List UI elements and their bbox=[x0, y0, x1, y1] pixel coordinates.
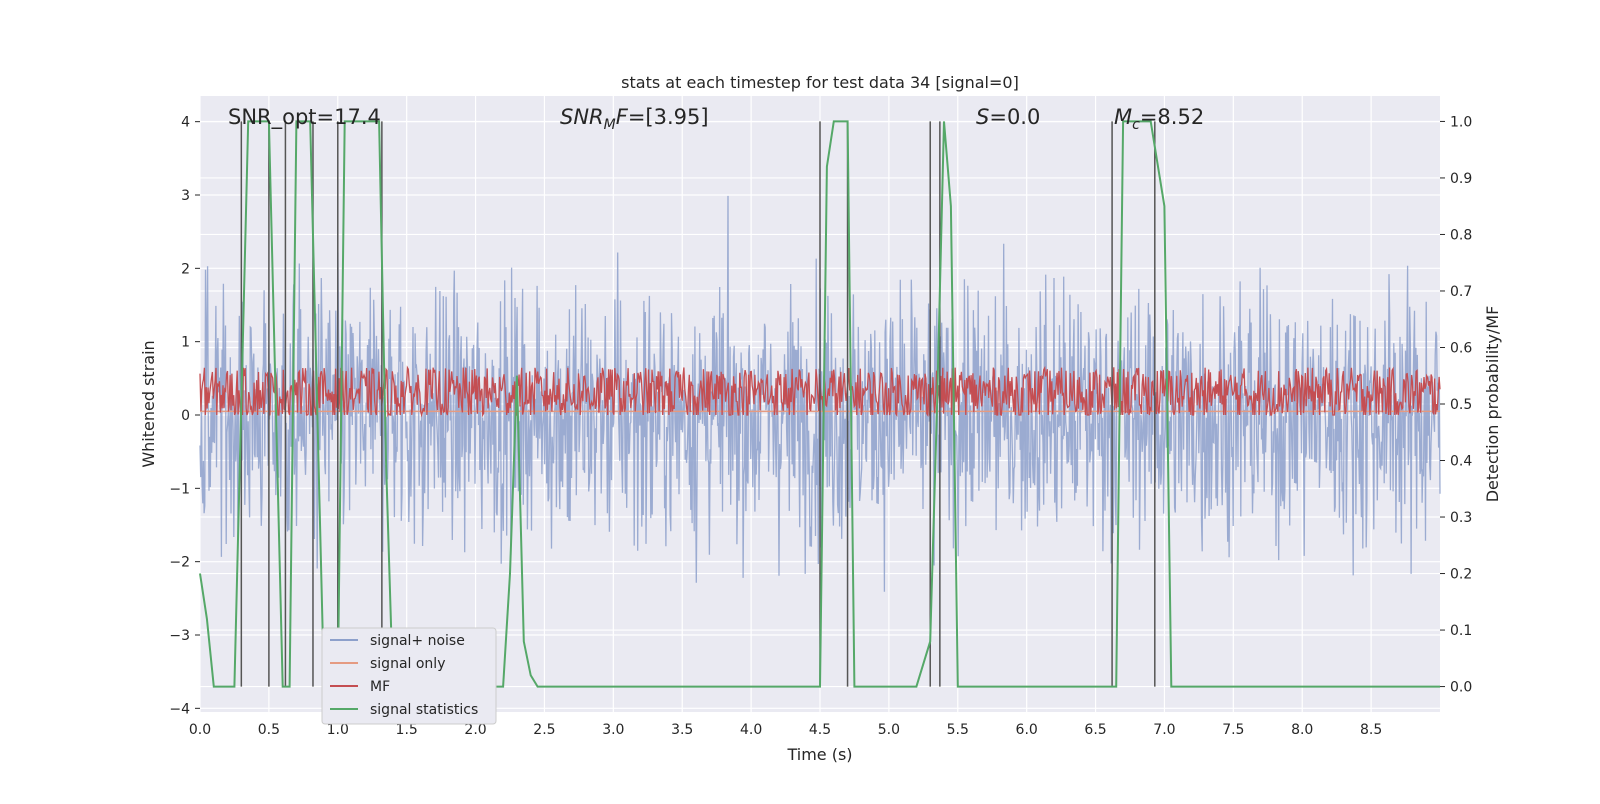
x-tick-label: 7.5 bbox=[1222, 722, 1244, 738]
legend-label-signal-only: signal only bbox=[370, 656, 445, 672]
y-right-tick-label: 0.8 bbox=[1450, 227, 1472, 243]
x-tick-label: 6.5 bbox=[1084, 722, 1106, 738]
y-right-tick-label: 0.7 bbox=[1450, 284, 1472, 300]
x-tick-label: 4.5 bbox=[809, 722, 831, 738]
x-tick-label: 5.5 bbox=[947, 722, 969, 738]
x-tick-label: 1.5 bbox=[396, 722, 418, 738]
annotation-s: S=0.0 bbox=[976, 105, 1040, 129]
y-axis-right-label: Detection probability/MF bbox=[1483, 306, 1502, 503]
x-tick-label: 2.0 bbox=[464, 722, 486, 738]
legend: signal+ noise signal only MF signal stat… bbox=[321, 627, 497, 725]
y-right-tick-label: 1.0 bbox=[1450, 114, 1472, 130]
y-right-tick-label: 0.6 bbox=[1450, 340, 1472, 356]
annotation-mc: Mc=8.52 bbox=[1114, 105, 1204, 133]
y-left-tick-label: −4 bbox=[169, 701, 190, 717]
y-left-tick-label: 2 bbox=[181, 261, 190, 277]
y-left-tick-label: 0 bbox=[181, 408, 190, 424]
y-right-tick-label: 0.4 bbox=[1450, 454, 1472, 470]
annotation-snr-opt: SNR_opt=17.4 bbox=[228, 105, 381, 130]
legend-box bbox=[321, 627, 497, 725]
x-tick-label: 7.0 bbox=[1153, 722, 1175, 738]
y-axis-right-ticks: 1.0 0.9 0.8 0.7 0.6 0.5 0.4 0.3 0.2 0.1 0.0 bbox=[1440, 114, 1472, 696]
signal-statistics-series bbox=[199, 120, 1440, 688]
y-left-tick-label: 1 bbox=[181, 335, 190, 351]
x-tick-label: 3.0 bbox=[602, 722, 624, 738]
x-tick-label: 2.5 bbox=[533, 722, 555, 738]
y-right-tick-label: 0.1 bbox=[1450, 623, 1472, 639]
y-axis-left-ticks: 4 3 2 1 0 −1 −2 −3 −4 bbox=[169, 115, 200, 717]
y-right-tick-label: 0.2 bbox=[1450, 567, 1472, 583]
legend-label-signal-noise: signal+ noise bbox=[370, 633, 465, 649]
event-lines bbox=[240, 121, 1156, 687]
x-axis-ticks: 0.0 0.5 1.0 1.5 2.0 2.5 3.0 3.5 4.0 4.5 5.0 5.5 6.0 6… bbox=[189, 722, 1382, 738]
x-axis-label: Time (s) bbox=[786, 745, 852, 764]
y-axis-left-label: Whitened strain bbox=[139, 340, 158, 467]
annotation-snr-mf: SNRMF=[3.95] bbox=[560, 105, 709, 133]
legend-label-signal-statistics: signal statistics bbox=[370, 702, 478, 718]
y-right-tick-label: 0.0 bbox=[1450, 680, 1472, 696]
x-tick-label: 0.0 bbox=[189, 722, 211, 738]
y-left-tick-label: −3 bbox=[169, 628, 190, 644]
y-left-tick-label: −1 bbox=[169, 481, 190, 497]
x-tick-label: 6.0 bbox=[1016, 722, 1038, 738]
x-tick-label: 3.5 bbox=[671, 722, 693, 738]
x-tick-label: 5.0 bbox=[878, 722, 900, 738]
y-right-tick-label: 0.5 bbox=[1450, 397, 1472, 413]
chart-title: stats at each timestep for test data 34 … bbox=[621, 73, 1019, 92]
x-tick-label: 0.5 bbox=[258, 722, 280, 738]
y-left-tick-label: 4 bbox=[181, 115, 190, 131]
legend-label-mf: MF bbox=[370, 679, 390, 695]
series-line-signal-statistics bbox=[199, 120, 1440, 688]
y-right-tick-label: 0.9 bbox=[1450, 171, 1472, 187]
y-left-tick-label: −2 bbox=[169, 555, 190, 571]
x-tick-label: 1.0 bbox=[327, 722, 349, 738]
y-left-tick-label: 3 bbox=[181, 188, 190, 204]
y-right-tick-label: 0.3 bbox=[1450, 510, 1472, 526]
x-tick-label: 8.5 bbox=[1360, 722, 1382, 738]
x-tick-label: 4.0 bbox=[740, 722, 762, 738]
x-tick-label: 8.0 bbox=[1291, 722, 1313, 738]
